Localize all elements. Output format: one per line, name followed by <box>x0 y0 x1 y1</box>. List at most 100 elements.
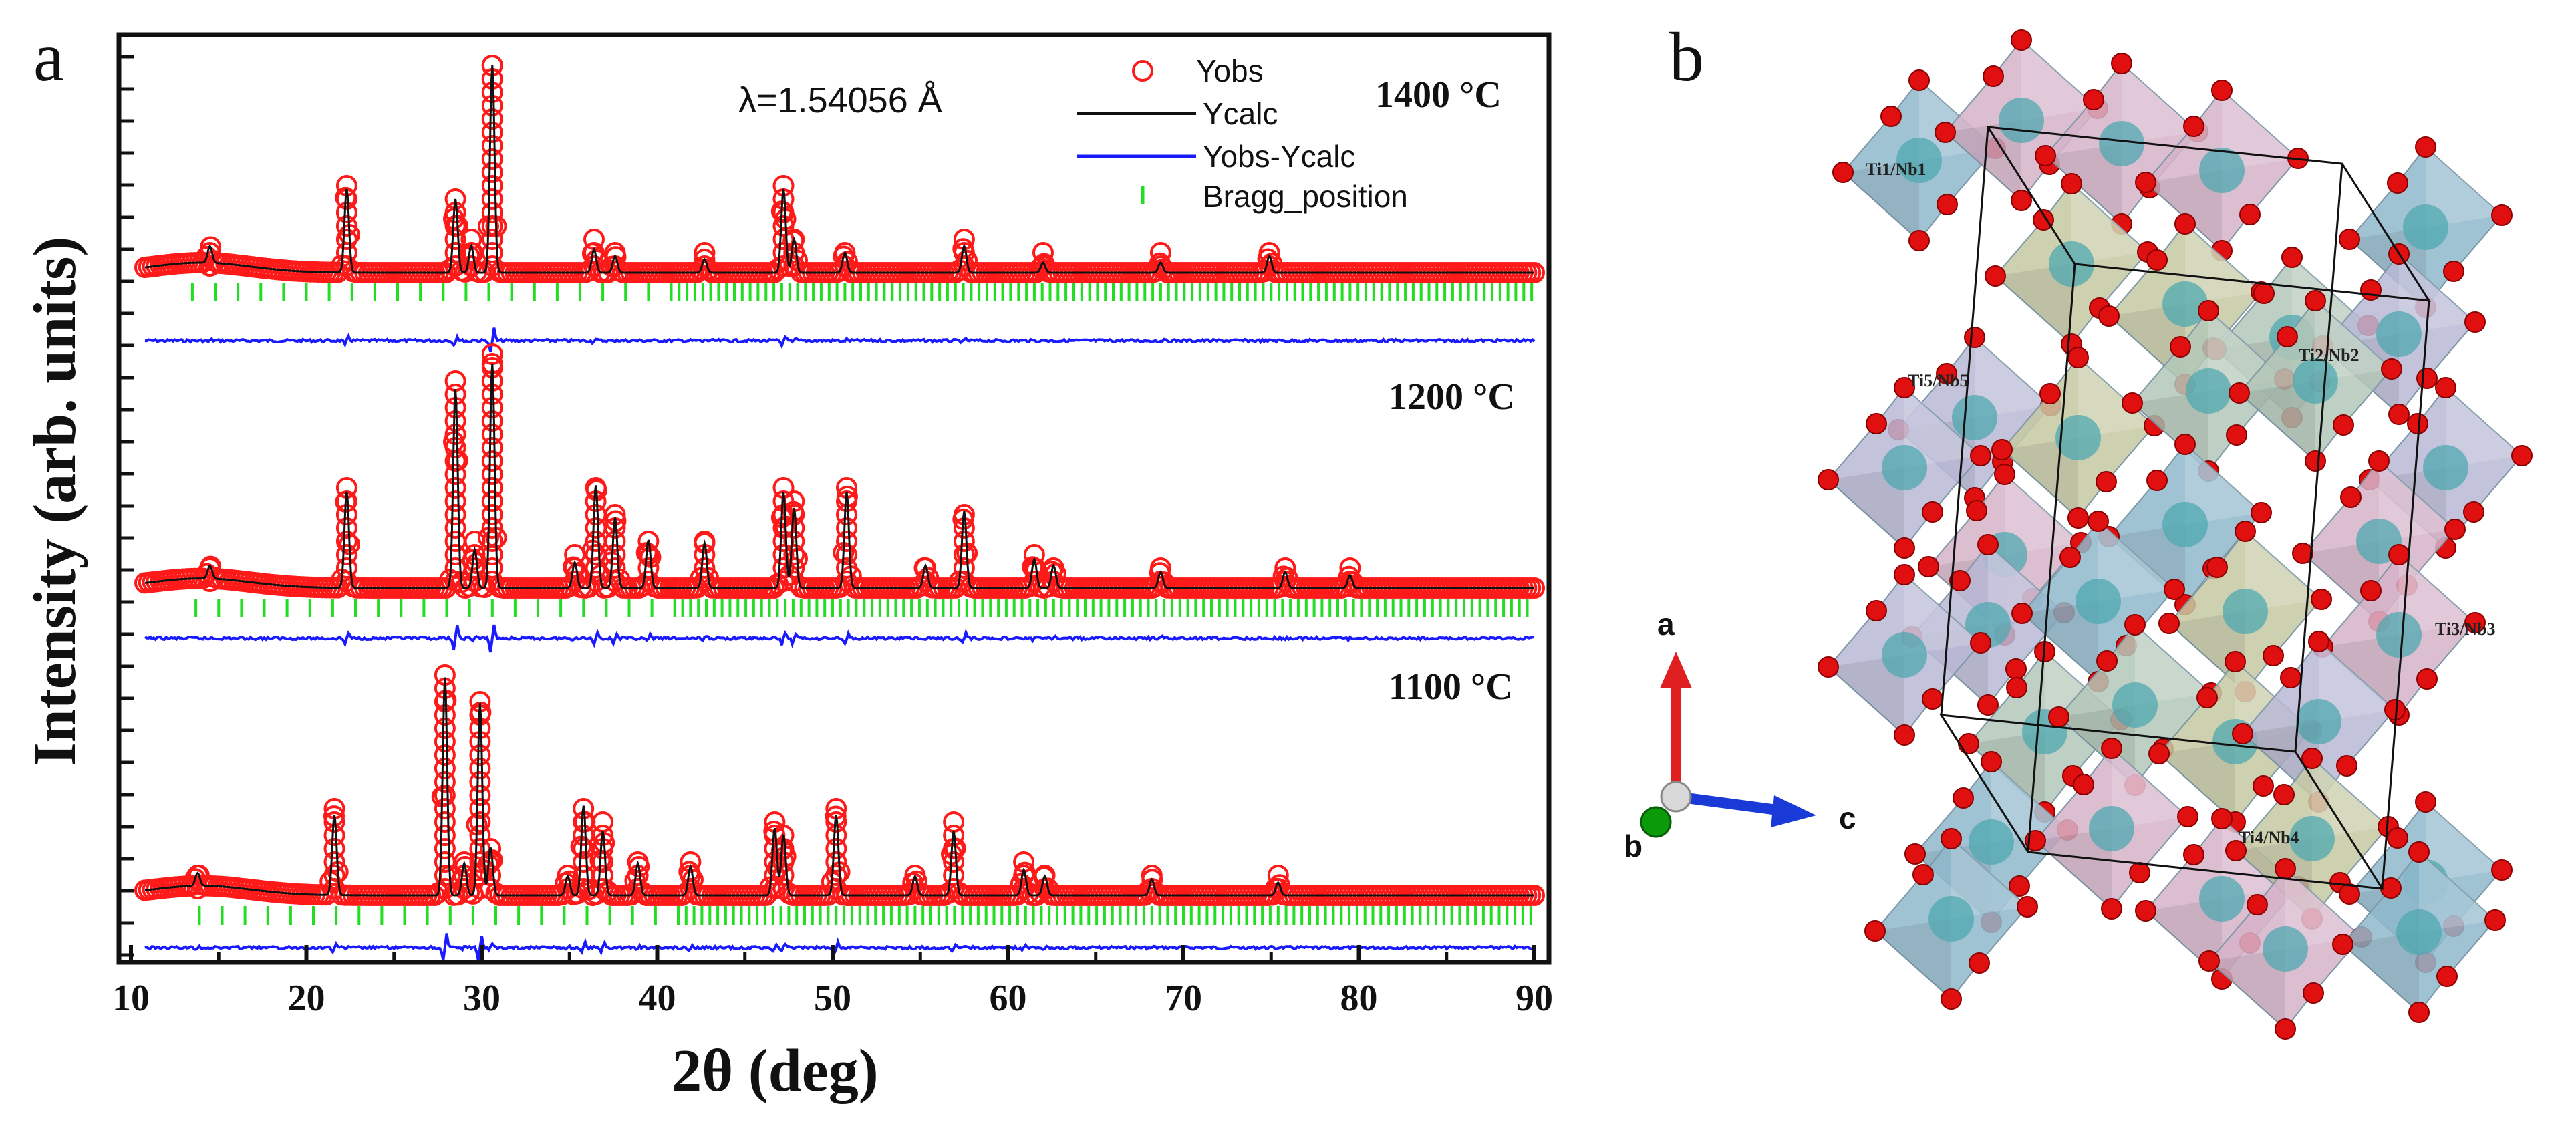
yobs-point <box>446 884 468 906</box>
octahedron-highlight <box>2078 358 2154 438</box>
yobs-point <box>1013 865 1035 886</box>
yobs-point <box>783 531 805 552</box>
octahedron-shadow <box>2035 829 2112 909</box>
yobs-point <box>335 215 357 237</box>
yobs-point <box>783 557 805 579</box>
oxygen-atom <box>2011 29 2032 51</box>
yobs-point <box>335 229 357 250</box>
oxygen-atom <box>1880 106 1902 127</box>
octahedron-highlight <box>2379 461 2455 541</box>
oxygen-atom <box>2484 909 2506 931</box>
oxygen-atom <box>2387 827 2408 849</box>
metal-atom <box>2186 368 2231 414</box>
yobs-point <box>323 851 345 873</box>
oxygen-atom <box>2124 614 2146 636</box>
octahedron <box>1935 29 2108 211</box>
yobs-point <box>480 878 502 899</box>
yobs-point <box>323 825 345 846</box>
yobs-point <box>943 878 965 899</box>
yobs-point <box>953 571 975 592</box>
oxygen-atom <box>2039 383 2061 404</box>
octahedron-highlight <box>2419 852 2495 932</box>
metal-atom <box>2099 121 2144 166</box>
x-axis-title: 2θ (deg) <box>672 1038 878 1104</box>
yobs-point <box>557 878 579 899</box>
yobs-point <box>943 865 965 886</box>
yobs-point <box>335 255 357 277</box>
octahedron-highlight <box>2021 40 2098 120</box>
yobs-point <box>1149 255 1171 277</box>
yobs-point <box>434 718 456 739</box>
oxygen-atom <box>2332 934 2353 955</box>
yobs-point <box>604 557 626 579</box>
oxygen-atom <box>2444 519 2466 540</box>
octahedron-highlight <box>1904 575 1981 655</box>
oxygen-atom <box>2464 311 2486 333</box>
yobs-point <box>323 865 345 886</box>
yobs-point <box>680 878 702 899</box>
oxygen-atom <box>1970 445 1991 466</box>
yobs-point <box>943 825 965 846</box>
octahedron-highlight <box>1975 337 2051 418</box>
metal-atom <box>2076 579 2121 624</box>
oxygen-atom <box>2122 392 2143 414</box>
octahedron-highlight <box>2098 521 2174 601</box>
yobs-point <box>836 557 857 579</box>
crystal-structure: Ti1/Nb1 Ti2/Nb2 Ti3/Nb3 Ti4/Nb4 Ti5/Nb5 … <box>1624 29 2533 1040</box>
yobs-point <box>637 544 660 565</box>
oxygen-atom <box>1864 920 1886 942</box>
yobs-point <box>834 242 856 263</box>
octahedron <box>2048 614 2222 796</box>
yobs-point <box>783 544 805 565</box>
oxygen-atom <box>2096 471 2117 492</box>
oxygen-atom <box>2229 382 2250 404</box>
yobs-point <box>585 477 607 499</box>
oxygen-atom <box>1912 864 1934 885</box>
yobs-point <box>199 557 221 579</box>
oxygen-atom <box>2388 544 2410 565</box>
octahedron-shadow <box>1875 919 1951 999</box>
yobs-point <box>434 811 456 833</box>
oxygen-atom <box>2339 229 2360 250</box>
octahedron-shadow <box>1828 655 1904 735</box>
yobs-point <box>592 851 614 873</box>
oxygen-atom <box>2146 249 2168 271</box>
temp-label-1100: 1100 °C <box>1389 666 1513 708</box>
yobs-point <box>481 517 503 539</box>
yobs-point <box>469 798 491 819</box>
metal-atom <box>2162 281 2208 327</box>
octahedron-highlight <box>2399 555 2475 635</box>
oxygen-atom <box>2511 445 2533 466</box>
oxygen-atom <box>2275 858 2296 879</box>
yobs-point <box>481 571 503 592</box>
yobs-point <box>1339 571 1361 592</box>
oxygen-atom <box>1818 469 1839 490</box>
yobs-point <box>772 544 795 565</box>
oxygen-atom <box>1894 537 1915 559</box>
oxygen-atom <box>2211 80 2233 101</box>
x-tick-label: 30 <box>463 978 500 1019</box>
yobs-point <box>592 878 614 899</box>
octahedron-shadow <box>2343 932 2419 1012</box>
bragg-positions <box>190 283 1534 301</box>
yobs-point <box>1274 557 1296 579</box>
oxygen-atom <box>1908 230 1930 251</box>
legend-bragg-label: Bragg_position <box>1203 179 1408 214</box>
metal-atom <box>2162 502 2208 547</box>
oxygen-atom <box>1966 500 1987 521</box>
octahedron-shadow <box>2045 144 2122 224</box>
oxygen-atom <box>2253 283 2275 304</box>
oxygen-atom <box>1958 733 1979 754</box>
yobs-point <box>444 215 466 237</box>
metal-atom <box>1882 632 1927 678</box>
yobs-point <box>480 865 502 886</box>
metal-atom <box>2423 445 2468 490</box>
oxygen-atom <box>2380 877 2402 899</box>
yobs-point <box>444 464 466 485</box>
oxygen-atom <box>2336 755 2357 777</box>
oxygen-atom <box>1964 327 1985 348</box>
axis-c-shaft <box>1675 791 1779 815</box>
metal-atom <box>2403 204 2448 250</box>
oxygen-atom <box>2301 748 2323 769</box>
oxygen-atom <box>2101 738 2122 759</box>
